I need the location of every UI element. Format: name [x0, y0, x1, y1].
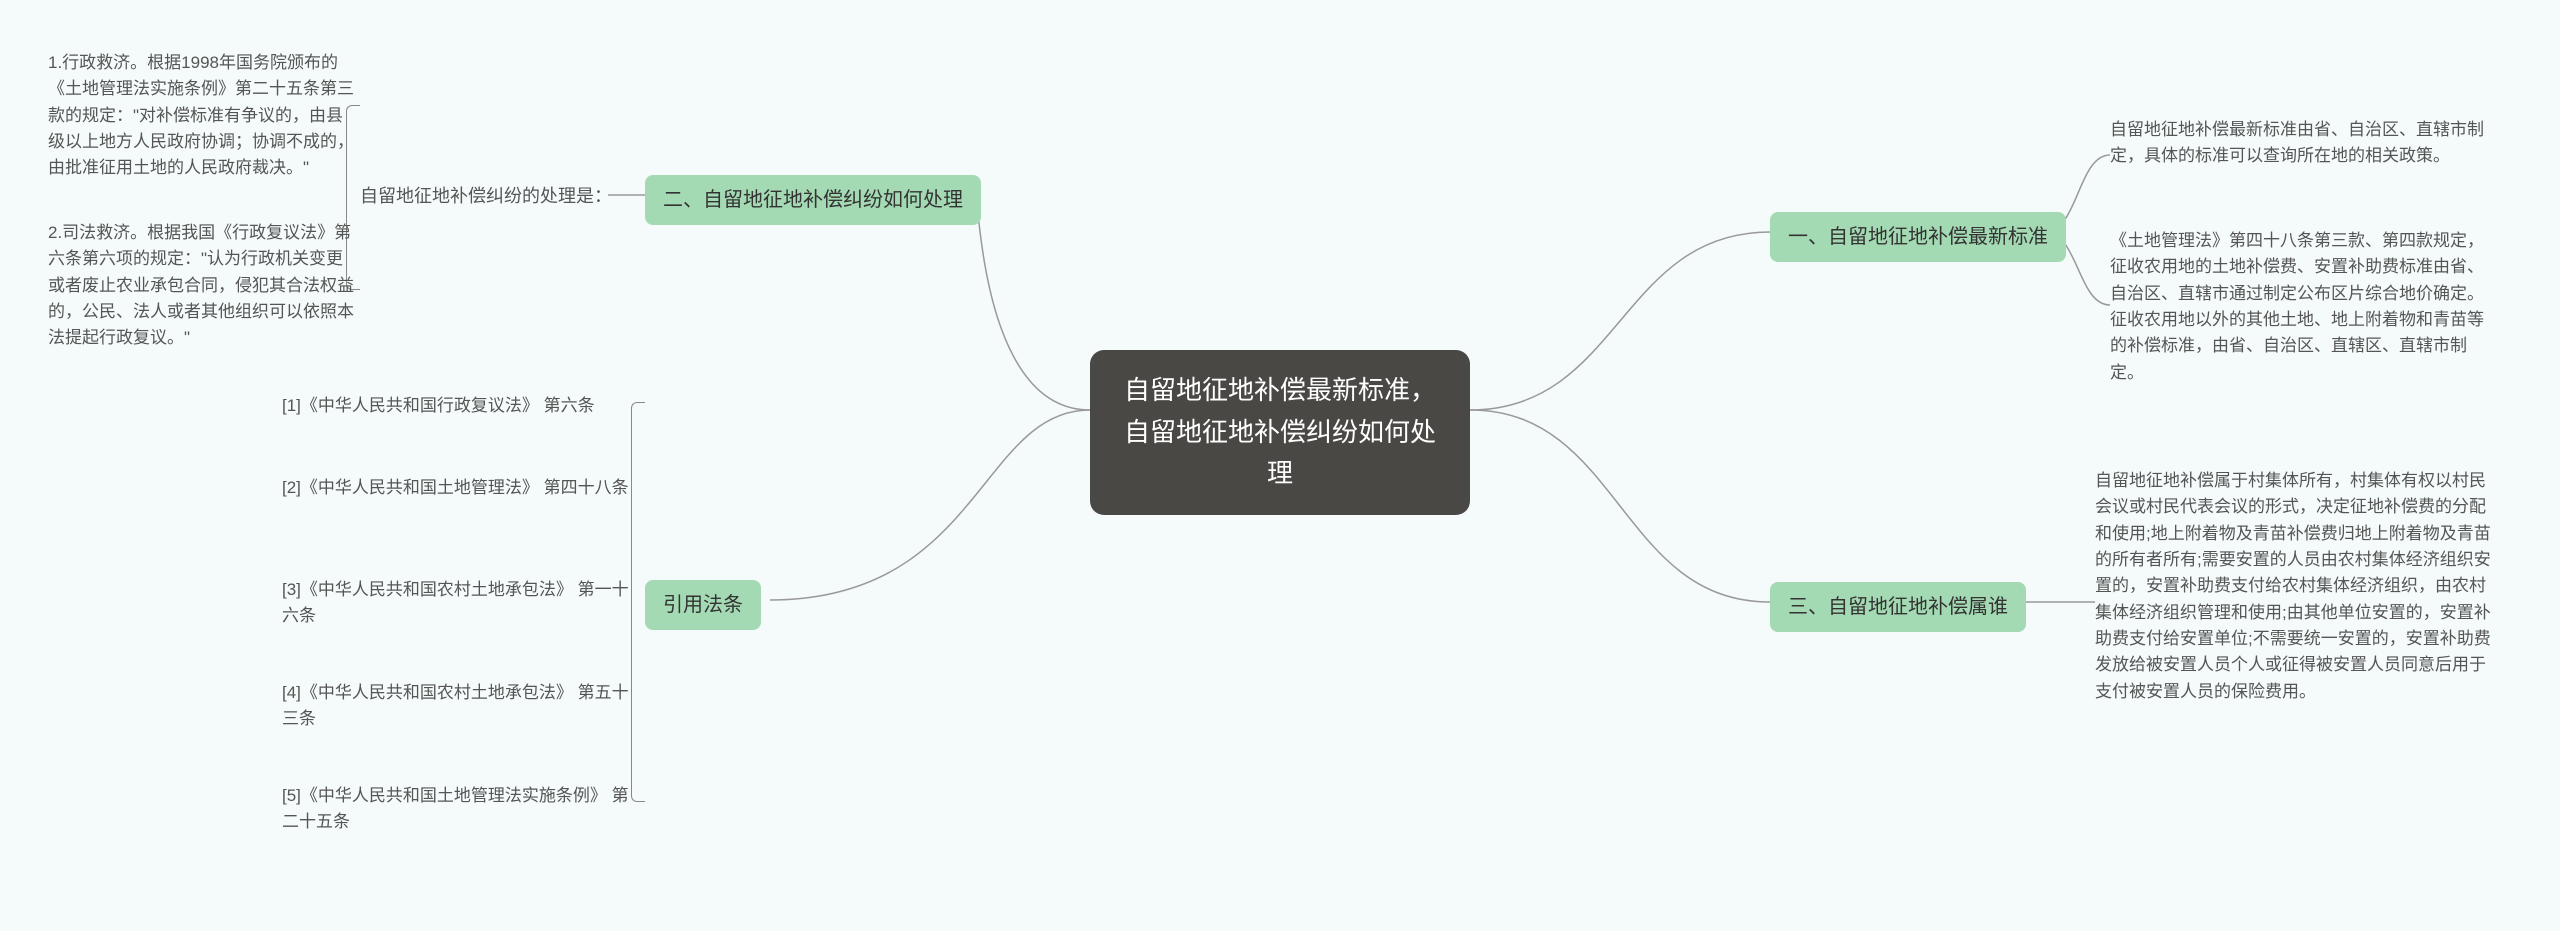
- branch-3-leaf-0: 自留地征地补偿属于村集体所有，村集体有权以村民会议或村民代表会议的形式，决定征地…: [2095, 468, 2500, 705]
- branch-1: 一、自留地征地补偿最新标准: [1770, 212, 2066, 262]
- bracket-b4: [631, 402, 645, 802]
- branch-3: 三、自留地征地补偿属谁: [1770, 582, 2026, 632]
- branch-4: 引用法条: [645, 580, 761, 630]
- branch-2: 二、自留地征地补偿纠纷如何处理: [645, 175, 981, 225]
- branch-4-leaf-3: [4]《中华人民共和国农村土地承包法》 第五十三条: [282, 680, 632, 733]
- branch-4-leaf-4: [5]《中华人民共和国土地管理法实施条例》 第二十五条: [282, 783, 632, 836]
- branch-1-leaf-1: 《土地管理法》第四十八条第三款、第四款规定，征收农用地的土地补偿费、安置补助费标…: [2110, 228, 2500, 386]
- branch-4-leaf-0: [1]《中华人民共和国行政复议法》 第六条: [282, 393, 632, 419]
- branch-2-leaf-1: 2.司法救济。根据我国《行政复议法》第六条第六项的规定："认为行政机关变更或者废…: [48, 220, 358, 352]
- branch-4-leaf-1: [2]《中华人民共和国土地管理法》 第四十八条: [282, 475, 632, 501]
- branch-2-leaf-0: 1.行政救济。根据1998年国务院颁布的《土地管理法实施条例》第二十五条第三款的…: [48, 50, 358, 182]
- branch-4-leaf-2: [3]《中华人民共和国农村土地承包法》 第一十六条: [282, 577, 632, 630]
- branch-2-intermediate: 自留地征地补偿纠纷的处理是：: [360, 183, 612, 210]
- center-node: 自留地征地补偿最新标准，自留地征地补偿纠纷如何处理: [1090, 350, 1470, 515]
- branch-1-leaf-0: 自留地征地补偿最新标准由省、自治区、直辖市制定，具体的标准可以查询所在地的相关政…: [2110, 117, 2500, 170]
